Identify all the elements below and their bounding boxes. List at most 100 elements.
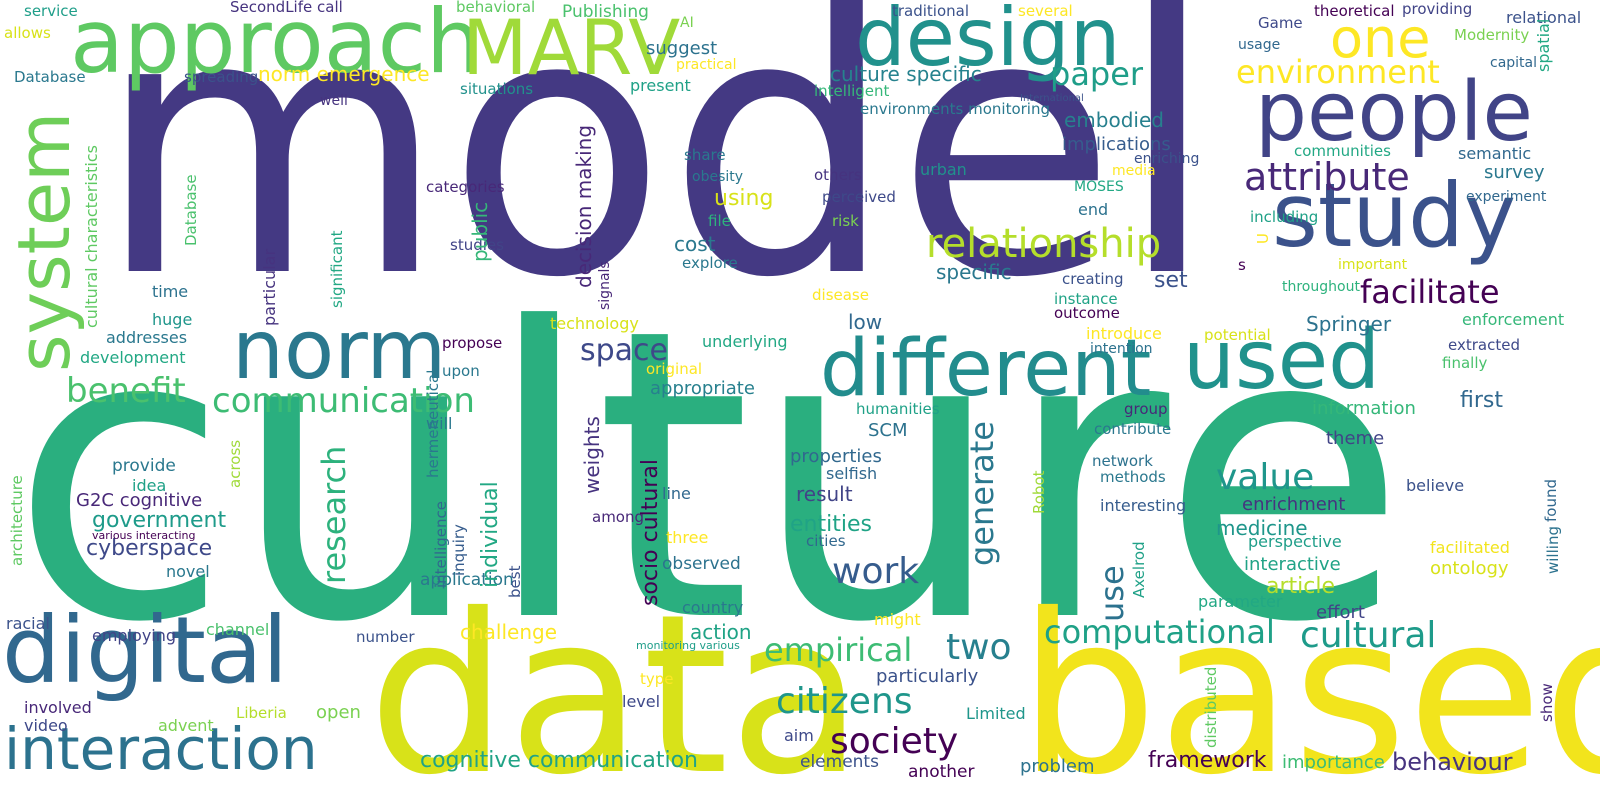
cloud-word: best: [506, 565, 524, 598]
cloud-word: huge: [152, 310, 193, 329]
cloud-word: advent: [158, 716, 214, 735]
cloud-word: Publishing: [562, 2, 649, 22]
cloud-word: studies: [450, 236, 504, 254]
cloud-word: introduce: [1086, 324, 1162, 343]
cloud-word: first: [1460, 388, 1503, 413]
cloud-word: G2C cognitive: [76, 490, 203, 511]
cloud-word: distributed: [1202, 666, 1220, 748]
cloud-word: implications: [1062, 134, 1171, 155]
cloud-word: properties: [790, 446, 882, 467]
cloud-word: model: [96, 0, 1217, 356]
cloud-word: relationship: [926, 221, 1162, 267]
cloud-word: communication: [212, 381, 475, 421]
cloud-word: categories: [426, 178, 505, 196]
cloud-word: framework: [1148, 748, 1267, 773]
cloud-word: file: [708, 212, 731, 230]
cloud-word: creating: [1062, 270, 1124, 288]
cloud-word: inquiry: [450, 524, 468, 576]
cloud-word: humanities: [856, 400, 940, 418]
cloud-word: low: [848, 310, 883, 334]
cloud-word: empirical: [764, 631, 913, 669]
cloud-word: citizens: [776, 681, 913, 722]
cloud-word: interactive: [1244, 554, 1341, 575]
cloud-word: racial: [6, 614, 50, 633]
cloud-word: used: [1183, 313, 1381, 408]
cloud-word: hermeneutical: [424, 369, 442, 478]
cloud-word: technology: [550, 314, 639, 333]
cloud-word: disease: [812, 286, 869, 304]
cloud-word: cognitive communication: [420, 748, 698, 773]
cloud-word: network: [1092, 452, 1153, 470]
cloud-word: data: [368, 567, 864, 800]
cloud-word: different: [820, 324, 1152, 414]
cloud-word: country: [682, 598, 744, 617]
cloud-word: benefit: [66, 371, 186, 411]
cloud-word: novel: [166, 562, 210, 581]
cloud-word: experiment: [1466, 189, 1547, 205]
cloud-word: service: [24, 2, 78, 20]
cloud-word: three: [666, 528, 709, 547]
cloud-word: employing: [92, 626, 177, 645]
cloud-word: embodied: [1064, 108, 1164, 132]
cloud-word: video: [24, 716, 68, 735]
cloud-word: use: [1093, 565, 1131, 622]
cloud-word: interaction: [4, 715, 318, 783]
cloud-word: entities: [790, 512, 872, 537]
cloud-word: enforcement: [1462, 310, 1565, 329]
cloud-word: action: [690, 620, 752, 644]
cloud-word: propose: [442, 334, 503, 352]
cloud-word: people: [1255, 65, 1533, 160]
cloud-word: importance: [1282, 752, 1385, 773]
cloud-word: number: [356, 628, 415, 646]
cloud-word: intelligence: [432, 500, 450, 588]
cloud-word: Springer: [1306, 312, 1392, 336]
cloud-word: idea: [132, 476, 167, 495]
cloud-word: capital: [1490, 55, 1538, 71]
cloud-word: culture: [10, 245, 1407, 710]
cloud-word: involved: [24, 698, 92, 717]
cloud-word: effort: [1316, 602, 1365, 623]
cloud-word: information: [1312, 398, 1416, 419]
cloud-word: Database: [14, 68, 86, 86]
cloud-word: one: [1330, 7, 1431, 70]
cloud-word: Robot: [1030, 470, 1048, 514]
cloud-word: SCM: [868, 420, 908, 441]
cloud-word: another: [908, 762, 975, 782]
cloud-word: extracted: [1448, 336, 1520, 354]
cloud-word: aim: [784, 726, 814, 745]
cloud-word: enrichment: [1242, 494, 1346, 515]
cloud-word: cities: [806, 532, 846, 550]
cloud-word: addresses: [106, 328, 188, 347]
cloud-word: Limited: [966, 704, 1026, 723]
cloud-word: level: [622, 692, 661, 711]
cloud-word: channel: [206, 620, 270, 639]
cloud-word: set: [1154, 268, 1188, 293]
cloud-word: signals: [597, 261, 613, 310]
cloud-word: facilitate: [1360, 273, 1500, 311]
cloud-word: intention: [1090, 341, 1153, 357]
cloud-word: architecture: [8, 475, 26, 566]
cloud-word: communities: [1294, 142, 1391, 160]
cloud-word: risk: [832, 212, 859, 230]
cloud-word: AI: [680, 15, 694, 31]
cloud-word: result: [796, 482, 853, 506]
cloud-word: generate: [963, 421, 1001, 566]
cloud-word: development: [80, 348, 186, 367]
cloud-word: including: [1250, 208, 1319, 226]
cloud-word: found: [1542, 479, 1560, 522]
cloud-word: finally: [1442, 354, 1488, 372]
cloud-word: cultural: [1300, 615, 1437, 656]
cloud-word: spatial: [1534, 18, 1553, 72]
cloud-word: medicine: [1216, 516, 1308, 540]
cloud-word: relational: [1506, 8, 1582, 27]
cloud-word: cost: [674, 232, 716, 256]
cloud-word: elements: [800, 752, 879, 772]
cloud-word: design: [855, 0, 1121, 84]
cloud-word: norm emergence: [258, 62, 430, 86]
cloud-word: selfish: [826, 464, 878, 483]
cloud-word: ontology: [1430, 558, 1509, 579]
cloud-word: cultural characteristics: [82, 145, 101, 328]
cloud-word: line: [662, 484, 691, 503]
cloud-word: problem: [1020, 756, 1095, 777]
